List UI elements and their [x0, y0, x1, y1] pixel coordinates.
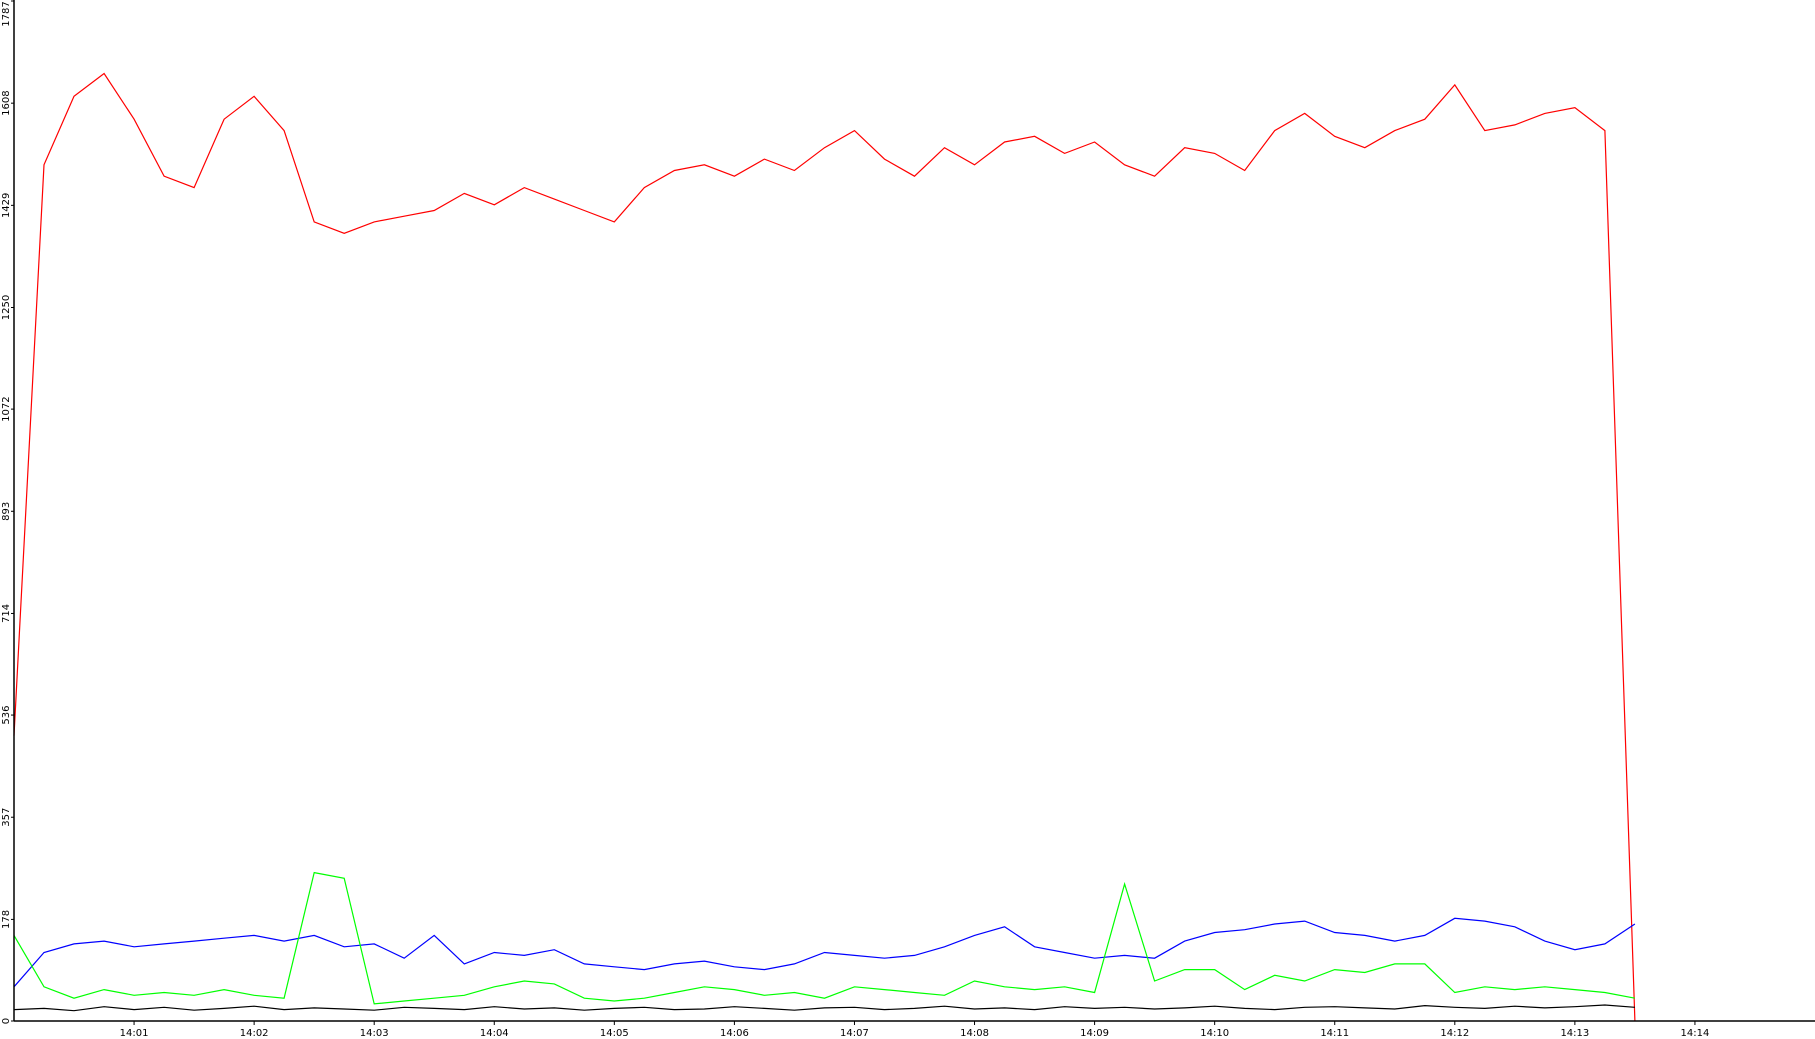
series-line	[13, 917, 1636, 988]
y-tick-label: 1608	[1, 90, 12, 115]
y-tick-label: 357	[1, 808, 12, 827]
y-tick-label: 714	[1, 604, 12, 623]
y-tick-label: 1787	[1, 1, 12, 26]
x-tick-label: 14:06	[720, 1028, 749, 1039]
y-tick-label: 1429	[1, 193, 12, 218]
x-tick-label: 14:01	[120, 1028, 149, 1039]
x-tick-label: 14:14	[1681, 1028, 1710, 1039]
x-tick-label: 14:09	[1080, 1028, 1109, 1039]
y-tick-label: 1072	[1, 396, 12, 421]
x-tick-label: 14:10	[1200, 1028, 1229, 1039]
y-tick-label: 178	[1, 910, 12, 929]
series-line	[13, 871, 1636, 1005]
y-tick-label: 0	[1, 1018, 12, 1024]
y-tick-label: 893	[1, 502, 12, 521]
y-tick-label: 536	[1, 706, 12, 725]
x-tick-label: 14:11	[1320, 1028, 1349, 1039]
series-line	[13, 72, 1636, 1022]
x-tick-label: 14:04	[480, 1028, 509, 1039]
x-tick-label: 14:08	[960, 1028, 989, 1039]
x-tick-label: 14:03	[360, 1028, 389, 1039]
x-tick-label: 14:02	[240, 1028, 269, 1039]
x-tick-label: 14:07	[840, 1028, 869, 1039]
x-tick-label: 14:05	[600, 1028, 629, 1039]
series-line	[13, 1004, 1635, 1012]
x-tick-label: 14:13	[1560, 1028, 1589, 1039]
y-tick-label: 1250	[1, 295, 12, 320]
x-tick-label: 14:12	[1440, 1028, 1469, 1039]
